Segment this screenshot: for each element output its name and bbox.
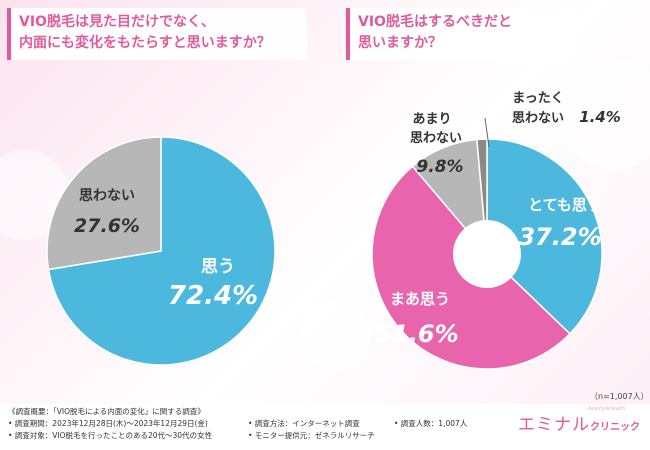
donut-hole [453,220,521,288]
question-2-line-1: VIO脱毛はするべきだと [358,14,512,30]
question-1-line-2: 内面にも変化をもたらすと思いますか？ [19,35,271,51]
pie1-slice-1 [47,136,276,366]
pie2-slice-4 [476,138,488,255]
logo-sub-text: クリニック [590,422,640,433]
survey-footer: 《調査概要：「VIO脱毛による内面の変化」に関する調査》 • 調査期間：2023… [0,404,650,450]
slice-label-omou: 思う [201,257,235,277]
slice-value-amari: 9.8% [416,157,463,177]
slice-value-totemo: 37.2% [518,223,601,251]
slice-label-amari-2: 思わない [410,131,462,146]
pie2-slice-3 [411,138,488,257]
question-1-line-1: VIO脱毛は見た目だけでなく、 [19,14,215,30]
slice-value-omou: 72.4% [168,281,258,311]
bg-bokeh [300,300,370,370]
logo-tagline: beauty&health [588,406,626,412]
logo-main-text: エミナル [518,415,590,435]
bg-bokeh [0,150,70,240]
sample-size-label: （n=1,007人） [590,392,649,401]
survey-method: • 調査方法：インターネット調査 [248,419,360,428]
slice-label-mattaku-2: 思わない [512,111,564,126]
pie2-slice-1 [486,138,603,335]
question-1-box: VIO脱毛は見た目だけでなく、 内面にも変化をもたらすと思いますか？ [7,8,307,60]
leader-line-mattaku [484,117,490,148]
slice-label-amari-1: あまり [412,112,451,127]
question-2-box: VIO脱毛はするべきだと 思いますか？ [346,8,574,60]
survey-period: • 調査期間：2023年12月28日(木)～2023年12月29日(金) [8,419,208,428]
pie2-slice-2 [371,165,571,370]
slice-label-mattaku-1: まったく [512,91,563,106]
survey-count: • 調査人数：1,007人 [394,419,468,428]
bg-bokeh [560,60,650,170]
question-2-line-2: 思いますか？ [358,35,442,51]
slice-value-maa: 51.6% [375,320,458,348]
slice-label-totemo: とても思う [528,196,602,214]
slice-value-omowanai: 27.6% [74,215,140,237]
survey-target: • 調査対象：VIO脱毛を行ったことのある20代～30代の女性 [8,431,213,440]
survey-name: 《調査概要：「VIO脱毛による内面の変化」に関する調査》 [8,407,205,416]
eminal-clinic-logo: beauty&health エミナルクリニック [518,406,640,435]
slice-label-maa: まあ思う [390,290,450,308]
survey-provider: • モニター提供元：ゼネラルリサーチ [248,431,375,440]
slice-label-omowanai: 思わない [79,188,135,204]
